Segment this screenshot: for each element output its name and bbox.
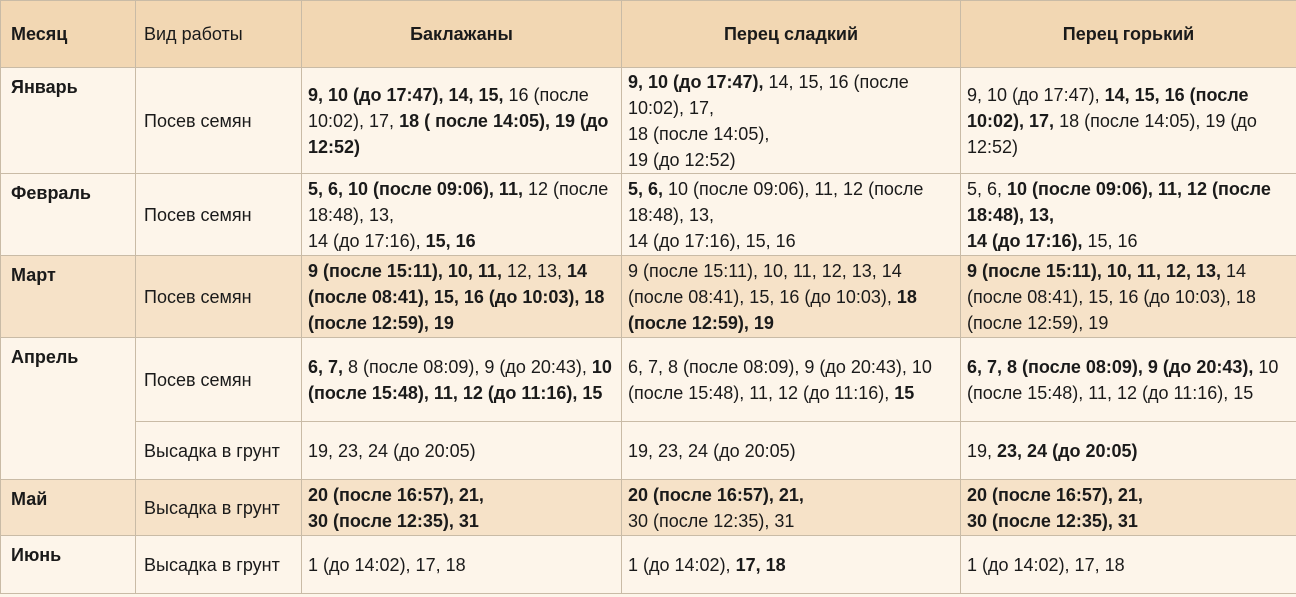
table-row: Апрель Посев семян 6, 7, 8 (после 08:09)… bbox=[0, 337, 1296, 480]
header-month: Месяц bbox=[0, 0, 136, 68]
date-segment: 19, 23, 24 (до 20:05) bbox=[628, 440, 796, 461]
date-segment: 19, 23, 24 (до 20:05) bbox=[308, 440, 476, 461]
date-segment: 15 bbox=[894, 382, 915, 403]
hot-pepper-dates-cell: 19, 23, 24 (до 20:05) bbox=[960, 421, 1296, 480]
date-segment: 9, 10 (до 17:47), bbox=[628, 71, 764, 92]
work-type-cell: Высадка в грунт bbox=[135, 479, 302, 536]
date-segment: 14 (до 17:16), bbox=[967, 230, 1083, 251]
hot-pepper-dates-cell: 9 (после 15:11), 10, 11, 12, 13, 14 (пос… bbox=[960, 255, 1296, 338]
month-cell: Май bbox=[0, 479, 136, 536]
table-row: Февраль Посев семян 5, 6, 10 (после 09:0… bbox=[0, 173, 1296, 256]
date-segment: 15, 16 bbox=[1082, 230, 1138, 251]
month-cell: Январь bbox=[0, 67, 136, 174]
date-segment: 10 (после 15:48), 11, 12 (до 11:16), 15 bbox=[308, 356, 612, 403]
sweet-pepper-dates-cell: 9 (после 15:11), 10, 11, 12, 13, 14 (пос… bbox=[621, 255, 961, 338]
date-segment: 6, 7, bbox=[308, 356, 344, 377]
date-segment: 19, bbox=[967, 440, 998, 461]
hot-pepper-dates-cell: 5, 6, 10 (после 09:06), 11, 12 (после 18… bbox=[960, 173, 1296, 256]
header-eggplant: Баклажаны bbox=[301, 0, 622, 68]
work-type-cell: Посев семян bbox=[135, 173, 302, 256]
work-type-cell: Высадка в грунт bbox=[135, 421, 302, 480]
table-row: Май Высадка в грунт 20 (после 16:57), 21… bbox=[0, 479, 1296, 536]
date-segment: 16 (после 10:02), 17, bbox=[308, 84, 589, 131]
hot-pepper-dates-cell: 1 (до 14:02), 17, 18 bbox=[960, 535, 1296, 594]
date-segment: 6, 7, 8 (после 08:09), 9 (до 20:43), 10 … bbox=[628, 356, 932, 403]
date-segment: 12 (после 18:48), 13, bbox=[308, 178, 609, 225]
date-segment: 14 (до 17:16), 15, 16 bbox=[628, 230, 796, 251]
date-segment: 10 (после 09:06), 11, 12 (после 18:48), … bbox=[628, 178, 924, 225]
table-row: Высадка в грунт 19, 23, 24 (до 20:05) 19… bbox=[1, 421, 1296, 480]
date-segment: 14 (после 08:41), 15, 16 (до 10:03), 18 … bbox=[967, 260, 1256, 333]
sweet-pepper-dates-cell: 9, 10 (до 17:47), 14, 15, 16 (после 10:0… bbox=[621, 67, 961, 174]
header-row: Месяц Вид работы Баклажаны Перец сладкий… bbox=[0, 0, 1296, 68]
date-segment: 9, 10 (до 17:47), 14, 15, bbox=[308, 84, 504, 105]
eggplant-dates-cell: 9, 10 (до 17:47), 14, 15, 16 (после 10:0… bbox=[301, 67, 622, 174]
eggplant-dates-cell: 20 (после 16:57), 21, 30 (после 12:35), 3… bbox=[301, 479, 622, 536]
date-segment: 8 (после 08:09), 9 (до 20:43), bbox=[343, 356, 592, 377]
date-segment: 14, 15, 16 (после 10:02), 17, bbox=[628, 71, 909, 118]
work-type-cell: Посев семян bbox=[135, 255, 302, 338]
date-segment: 1 (до 14:02), bbox=[628, 554, 736, 575]
date-segment: 9 (после 15:11), 10, 11, bbox=[308, 260, 502, 281]
month-cell: Июнь bbox=[0, 535, 136, 594]
work-type-cell: Высадка в грунт bbox=[135, 535, 302, 594]
date-segment: 18 ( после 14:05), 19 (до 12:52) bbox=[308, 110, 609, 157]
sweet-pepper-dates-cell: 20 (после 16:57), 21, 30 (после 12:35), 3… bbox=[621, 479, 961, 536]
date-segment: 30 (после 12:35), 31 bbox=[308, 510, 479, 531]
date-segment: 20 (после 16:57), 21, bbox=[967, 484, 1143, 505]
date-segment: 18 (после 14:05), 19 (до 12:52) bbox=[967, 110, 1257, 157]
eggplant-dates-cell: 5, 6, 10 (после 09:06), 11, 12 (после 18… bbox=[301, 173, 622, 256]
date-segment: 17, 18 bbox=[735, 554, 786, 575]
date-segment: 14, 15, 16 (после 10:02), 17, bbox=[967, 84, 1249, 131]
eggplant-dates-cell: 6, 7, 8 (после 08:09), 9 (до 20:43), 10 … bbox=[301, 337, 622, 422]
header-work-type: Вид работы bbox=[135, 0, 302, 68]
date-segment: 9 (после 15:11), 10, 11, 12, 13, bbox=[967, 260, 1221, 281]
sweet-pepper-dates-cell: 6, 7, 8 (после 08:09), 9 (до 20:43), 10 … bbox=[621, 337, 961, 422]
eggplant-dates-cell: 9 (после 15:11), 10, 11, 12, 13, 14 (пос… bbox=[301, 255, 622, 338]
month-cell: Март bbox=[0, 255, 136, 338]
date-segment: 9, 10 (до 17:47), bbox=[967, 84, 1105, 105]
date-segment: 15, 16 bbox=[425, 230, 476, 251]
date-segment: 30 (после 12:35), 31 bbox=[967, 510, 1138, 531]
work-type-cell: Посев семян bbox=[135, 67, 302, 174]
date-segment: 20 (после 16:57), 21, bbox=[628, 484, 804, 505]
month-cell: Февраль bbox=[0, 173, 136, 256]
date-segment: 10 (после 09:06), 11, 12 (после 18:48), … bbox=[967, 178, 1271, 225]
date-segment: 19 (до 12:52) bbox=[628, 149, 736, 170]
month-cell: Апрель bbox=[0, 337, 136, 480]
date-segment: 1 (до 14:02), 17, 18 bbox=[308, 554, 466, 575]
date-segment: 10 (после 15:48), 11, 12 (до 11:16), 15 bbox=[967, 356, 1279, 403]
date-segment: 14 (до 17:16), bbox=[308, 230, 426, 251]
date-segment: 5, 6, bbox=[628, 178, 664, 199]
date-segment: 5, 6, 10 (после 09:06), 11, bbox=[308, 178, 523, 199]
date-segment: 14 (после 08:41), 15, 16 (до 10:03), 18 … bbox=[308, 260, 605, 333]
header-hot-pepper: Перец горький bbox=[960, 0, 1296, 68]
date-segment: 1 (до 14:02), 17, 18 bbox=[967, 554, 1125, 575]
table-row: Март Посев семян 9 (после 15:11), 10, 11… bbox=[0, 255, 1296, 338]
sweet-pepper-dates-cell: 5, 6, 10 (после 09:06), 11, 12 (после 18… bbox=[621, 173, 961, 256]
table-row: Июнь Высадка в грунт 1 (до 14:02), 17, 1… bbox=[0, 535, 1296, 594]
date-segment: 9 (после 15:11), 10, 11, 12, 13, 14 (пос… bbox=[628, 260, 902, 307]
date-segment: 23, 24 (до 20:05) bbox=[997, 440, 1138, 461]
table-row: Январь Посев семян 9, 10 (до 17:47), 14,… bbox=[0, 67, 1296, 174]
date-segment: 20 (после 16:57), 21, bbox=[308, 484, 484, 505]
date-segment: 18 (после 12:59), 19 bbox=[628, 286, 917, 333]
date-segment: 30 (после 12:35), 31 bbox=[628, 510, 795, 531]
eggplant-dates-cell: 1 (до 14:02), 17, 18 bbox=[301, 535, 622, 594]
date-segment: 12, 13, bbox=[501, 260, 568, 281]
hot-pepper-dates-cell: 9, 10 (до 17:47), 14, 15, 16 (после 10:0… bbox=[960, 67, 1296, 174]
header-sweet-pepper: Перец сладкий bbox=[621, 0, 961, 68]
sweet-pepper-dates-cell: 19, 23, 24 (до 20:05) bbox=[621, 421, 961, 480]
date-segment: 6, 7, 8 (после 08:09), 9 (до 20:43), bbox=[967, 356, 1254, 377]
date-segment: 5, 6, bbox=[967, 178, 1008, 199]
sweet-pepper-dates-cell: 1 (до 14:02), 17, 18 bbox=[621, 535, 961, 594]
work-type-cell: Посев семян bbox=[135, 337, 302, 422]
eggplant-dates-cell: 19, 23, 24 (до 20:05) bbox=[301, 421, 622, 480]
hot-pepper-dates-cell: 20 (после 16:57), 21, 30 (после 12:35), 3… bbox=[960, 479, 1296, 536]
hot-pepper-dates-cell: 6, 7, 8 (после 08:09), 9 (до 20:43), 10 … bbox=[960, 337, 1296, 422]
date-segment: 18 (после 14:05), bbox=[628, 123, 770, 144]
